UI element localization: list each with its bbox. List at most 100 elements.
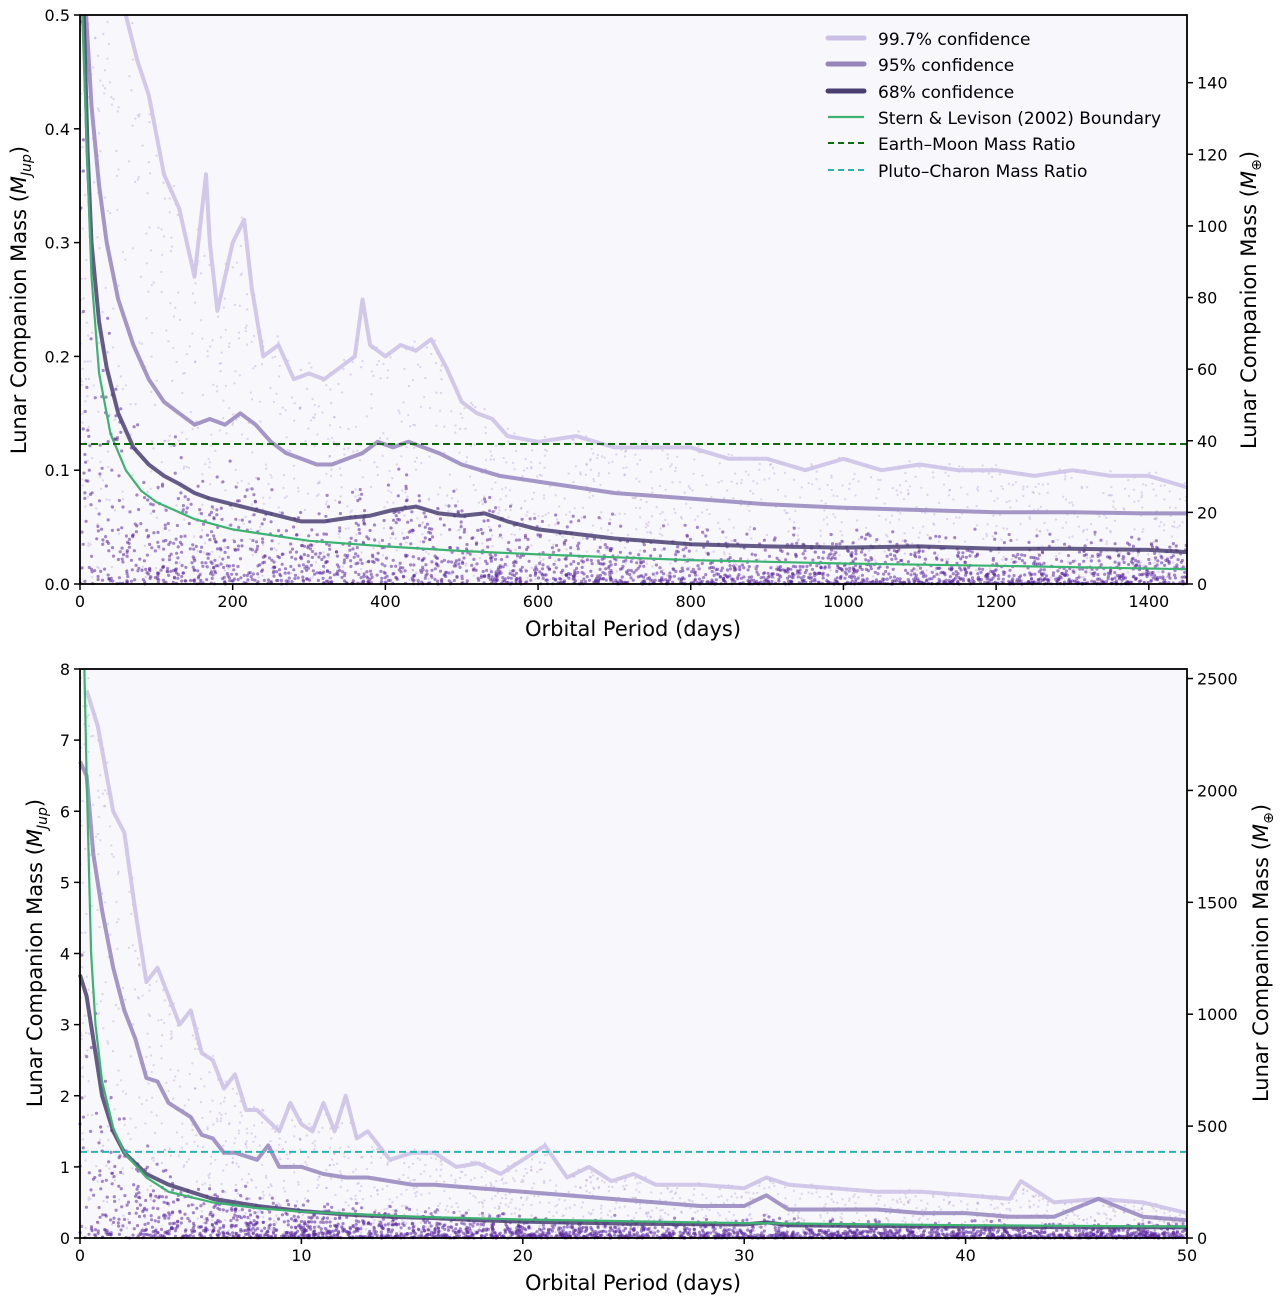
scatter-point: [589, 457, 592, 461]
scatter-point: [554, 523, 557, 526]
scatter-point: [260, 363, 264, 366]
scatter-point: [802, 574, 806, 579]
scatter-point: [730, 580, 734, 583]
scatter-point: [1105, 540, 1108, 543]
scatter-point: [403, 367, 406, 371]
scatter-point: [970, 576, 975, 580]
scatter-point: [421, 565, 425, 570]
scatter-point: [364, 523, 367, 527]
scatter-point: [127, 545, 131, 549]
scatter-point: [116, 557, 120, 562]
scatter-point: [199, 579, 202, 582]
scatter-point: [483, 495, 486, 498]
scatter-point: [548, 555, 552, 560]
scatter-point: [85, 258, 88, 262]
scatter-point: [172, 541, 176, 545]
scatter-point: [1055, 576, 1058, 579]
scatter-point: [316, 433, 319, 436]
scatter-point: [1110, 485, 1113, 489]
scatter-point: [763, 478, 766, 481]
scatter-point: [354, 570, 358, 575]
scatter-point: [705, 508, 709, 511]
scatter-point: [371, 555, 375, 559]
scatter-point: [966, 506, 969, 509]
scatter-point: [1161, 577, 1165, 581]
scatter-point: [169, 552, 173, 556]
scatter-point: [674, 469, 677, 473]
scatter-point: [357, 494, 360, 497]
scatter-point: [569, 520, 573, 524]
scatter-point: [613, 562, 618, 567]
scatter-point: [121, 250, 125, 254]
scatter-point: [920, 580, 923, 584]
scatter-point: [860, 535, 864, 539]
scatter-point: [89, 1046, 93, 1050]
scatter-point: [796, 571, 800, 575]
scatter-point: [443, 425, 446, 428]
scatter-point: [489, 450, 492, 453]
scatter-point: [329, 474, 333, 478]
scatter-point: [588, 496, 591, 499]
scatter-point: [510, 573, 515, 577]
scatter-point: [212, 537, 217, 541]
scatter-point: [670, 463, 673, 466]
scatter-point: [189, 579, 192, 582]
scatter-point: [986, 572, 990, 576]
scatter-point: [1055, 557, 1059, 562]
scatter-point: [455, 575, 459, 580]
scatter-point: [269, 473, 272, 477]
scatter-point: [220, 577, 225, 581]
scatter-point: [460, 574, 464, 578]
scatter-point: [583, 515, 587, 519]
scatter-point: [166, 521, 170, 526]
scatter-point: [82, 471, 86, 475]
scatter-point: [405, 541, 408, 544]
scatter-point: [454, 431, 457, 434]
scatter-point: [394, 521, 398, 525]
scatter-point: [301, 578, 305, 582]
scatter-point: [708, 566, 712, 570]
scatter-point: [217, 315, 220, 318]
scatter-point: [536, 475, 539, 478]
scatter-point: [788, 518, 791, 521]
scatter-point: [858, 564, 862, 568]
scatter-point: [444, 504, 447, 507]
scatter-point: [574, 465, 577, 468]
scatter-point: [1001, 577, 1005, 581]
scatter-point: [99, 487, 103, 491]
scatter-point: [881, 580, 885, 584]
scatter-point: [177, 291, 180, 294]
scatter-point: [134, 403, 137, 406]
scatter-point: [1082, 576, 1086, 579]
scatter-point: [651, 491, 654, 494]
scatter-point: [1008, 568, 1012, 572]
scatter-point: [810, 567, 815, 572]
scatter-point: [986, 575, 990, 579]
scatter-point: [1093, 530, 1097, 534]
scatter-point: [1018, 577, 1022, 580]
scatter-point: [180, 550, 184, 554]
scatter-point: [877, 478, 880, 482]
scatter-point: [852, 477, 855, 481]
scatter-point: [874, 559, 877, 562]
scatter-point: [1113, 542, 1117, 546]
scatter-point: [679, 515, 683, 519]
scatter-point: [907, 492, 910, 495]
scatter-point: [210, 576, 214, 581]
scatter-point: [306, 554, 310, 558]
scatter-point: [173, 576, 177, 580]
scatter-point: [94, 1111, 99, 1115]
scatter-point: [812, 571, 817, 575]
scatter-point: [384, 556, 389, 560]
scatter-point: [997, 1218, 1002, 1222]
scatter-point: [152, 447, 155, 450]
scatter-point: [447, 509, 450, 513]
scatter-point: [275, 578, 279, 583]
scatter-point: [342, 367, 345, 371]
scatter-point: [239, 576, 243, 580]
scatter-point: [598, 573, 603, 577]
scatter-point: [394, 514, 398, 518]
scatter-point: [250, 398, 254, 401]
scatter-point: [370, 575, 374, 580]
scatter-point: [111, 346, 115, 349]
